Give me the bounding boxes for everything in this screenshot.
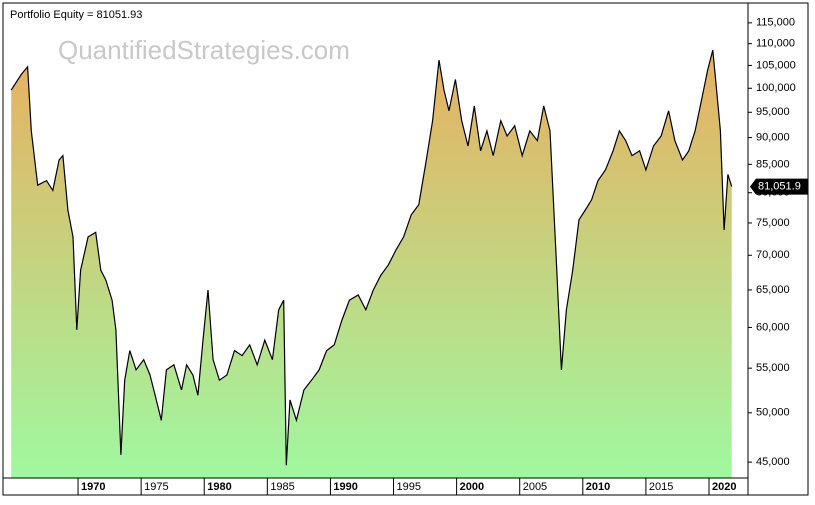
- y-tick-label: 115,000: [756, 17, 795, 29]
- y-tick-label: 70,000: [756, 249, 790, 261]
- y-tick-label: 105,000: [756, 59, 796, 71]
- x-tick-label: 2000: [460, 481, 484, 493]
- x-tick-label: 2020: [712, 481, 736, 493]
- y-tick-label: 85,000: [756, 158, 790, 170]
- x-tick-label: 2015: [649, 481, 673, 493]
- y-tick-label: 60,000: [756, 321, 790, 333]
- equity-line: [10, 49, 733, 466]
- y-tick-label: 65,000: [756, 284, 790, 296]
- current-value-label: 81,051.9: [758, 181, 801, 193]
- area-fill: [11, 50, 732, 478]
- y-tick-label: 75,000: [756, 217, 790, 229]
- x-tick-label: 1990: [333, 481, 357, 493]
- x-tick-label: 1985: [270, 481, 294, 493]
- x-tick-label: 1970: [81, 481, 105, 493]
- y-tick-label: 50,000: [756, 407, 790, 419]
- y-tick-label: 90,000: [756, 131, 790, 143]
- y-tick-label: 45,000: [756, 456, 790, 468]
- x-tick-label: 1975: [144, 481, 168, 493]
- x-tick-label: 2010: [586, 481, 610, 493]
- chart-title: Portfolio Equity = 81051.93: [10, 9, 142, 21]
- frame: [2, 2, 809, 496]
- y-tick-label: 95,000: [756, 106, 790, 118]
- y-tick-label: 100,000: [756, 82, 796, 94]
- y-tick-label: 110,000: [756, 38, 795, 50]
- x-tick-label: 1995: [397, 481, 421, 493]
- x-tick-label: 1980: [207, 481, 231, 493]
- x-tick-label: 2005: [523, 481, 547, 493]
- y-tick-label: 55,000: [756, 362, 790, 374]
- watermark: QuantifiedStrategies.com: [58, 35, 350, 65]
- current-value-marker: [750, 178, 808, 195]
